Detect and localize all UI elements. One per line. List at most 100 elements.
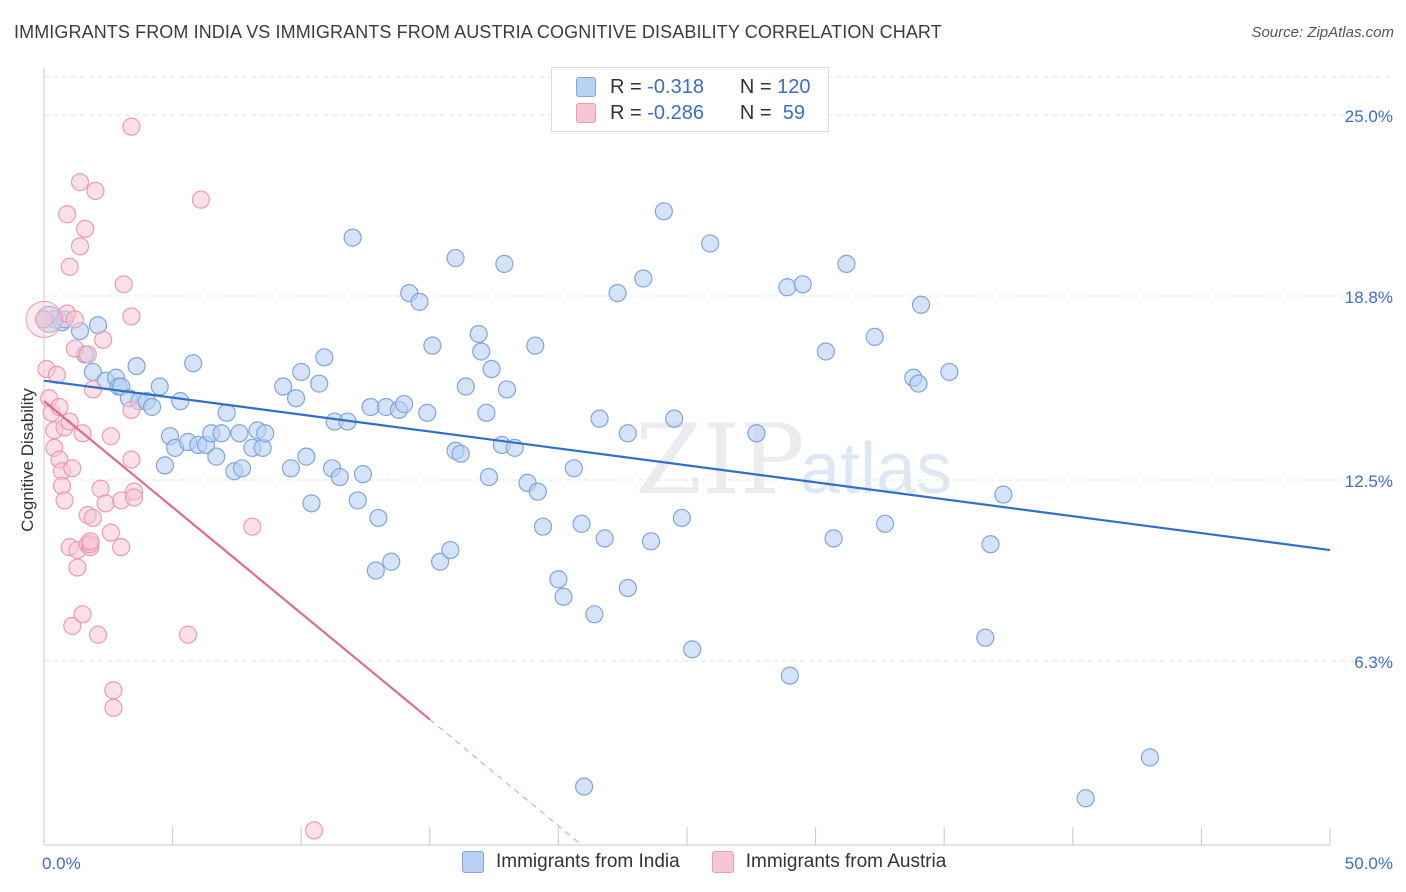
india-point — [654, 202, 673, 221]
india-point — [683, 640, 702, 659]
india-point — [472, 342, 491, 361]
india-point — [343, 228, 362, 247]
india-point — [590, 409, 609, 428]
y-tick-label: 18.8% — [1345, 288, 1393, 307]
india-point — [572, 514, 591, 533]
india-point — [297, 447, 316, 466]
india-point — [641, 532, 661, 551]
trend-lines — [43, 379, 1331, 846]
india-point — [865, 327, 884, 346]
y-tick-label: 12.5% — [1345, 472, 1393, 491]
y-tick-label: 25.0% — [1345, 107, 1393, 126]
austria-point — [304, 821, 324, 840]
india-point — [533, 517, 553, 536]
india-point — [665, 409, 684, 428]
austria-point — [104, 681, 123, 700]
india-point — [528, 482, 547, 501]
y-tick-label: 6.3% — [1354, 653, 1393, 672]
india-point — [446, 248, 465, 268]
austria-point — [83, 380, 102, 399]
austria-point-cluster — [25, 300, 63, 338]
india-point — [230, 424, 249, 443]
legend-item-austria[interactable]: Immigrants from Austria — [711, 851, 946, 873]
india-point — [1076, 789, 1095, 808]
india-point — [824, 529, 843, 548]
austria-point — [124, 488, 144, 507]
india-point — [634, 269, 653, 288]
india-point — [353, 465, 373, 484]
austria-point — [101, 427, 120, 446]
y-axis-label: Cognitive Disability — [18, 388, 37, 532]
austria-point — [88, 625, 108, 644]
austria-point — [112, 538, 131, 557]
x-tick-label: 0.0% — [42, 854, 81, 873]
india-point — [526, 336, 545, 355]
india-point — [479, 467, 499, 487]
india-point — [394, 394, 414, 414]
india-point — [184, 354, 203, 373]
india-point — [837, 254, 856, 273]
india-point — [482, 359, 501, 379]
austria-point — [68, 558, 87, 577]
india-point — [310, 374, 329, 393]
india-point — [564, 459, 583, 478]
austria-point — [63, 459, 82, 478]
austria-point — [86, 181, 105, 200]
austria-point — [101, 523, 120, 542]
india-trend-line — [43, 379, 1331, 552]
austria-point — [73, 605, 92, 624]
india-point — [618, 578, 637, 598]
series-legend: Immigrants from India Immigrants from Au… — [462, 851, 978, 873]
india-point — [155, 456, 174, 475]
axes — [43, 68, 1331, 846]
austria-point — [55, 491, 74, 510]
india-point — [217, 403, 236, 422]
india-point — [747, 424, 766, 443]
stats-legend: R = -0.318 N = 120 R = -0.286 N = 59 — [551, 67, 829, 132]
india-point — [423, 336, 442, 355]
india-point — [330, 467, 349, 487]
austria-point — [81, 532, 100, 551]
india-point — [497, 380, 517, 399]
india-point — [875, 514, 895, 533]
legend-label-india: Immigrants from India — [496, 851, 680, 872]
india-point — [361, 397, 380, 417]
austria-point — [78, 345, 97, 364]
india-point — [315, 348, 334, 367]
r-value: -0.286 — [647, 101, 704, 124]
india-point — [369, 508, 388, 528]
austria-point — [191, 190, 210, 209]
n-value: 120 — [777, 75, 811, 98]
india-point — [142, 397, 162, 417]
n-value: 59 — [777, 101, 805, 124]
india-point — [495, 254, 514, 273]
india-point — [256, 424, 275, 443]
austria-point — [65, 310, 84, 329]
stats-row-austria: R = -0.286 N = 59 — [576, 101, 805, 125]
austria-point — [58, 205, 77, 224]
india-point — [281, 459, 301, 478]
r-label: R = — [610, 101, 642, 124]
austria-point — [70, 173, 90, 192]
india-point — [780, 666, 799, 685]
austria-legend-swatch — [711, 851, 734, 873]
r-value: -0.318 — [647, 75, 704, 98]
austria-point — [243, 517, 262, 536]
india-point — [554, 587, 573, 606]
source-credit: Source: ZipAtlas.com — [1251, 24, 1394, 41]
india-point — [816, 342, 835, 361]
legend-item-india[interactable]: Immigrants from India — [462, 851, 680, 873]
india-point — [212, 424, 231, 443]
n-label: N = — [739, 75, 772, 98]
austria-point — [96, 494, 115, 513]
india-point — [232, 459, 252, 478]
n-label: N = — [739, 101, 772, 124]
india-point — [366, 561, 385, 580]
watermark-zip: ZIP — [635, 404, 804, 516]
india-point — [292, 362, 311, 382]
austria-point — [122, 450, 141, 469]
austria-point — [63, 616, 82, 636]
stats-row-india: R = -0.318 N = 120 — [576, 75, 811, 99]
tick-labels: 6.3% 12.5% 18.8% 25.0% 0.0% 50.0% — [42, 107, 1393, 873]
austria-point — [76, 219, 95, 238]
